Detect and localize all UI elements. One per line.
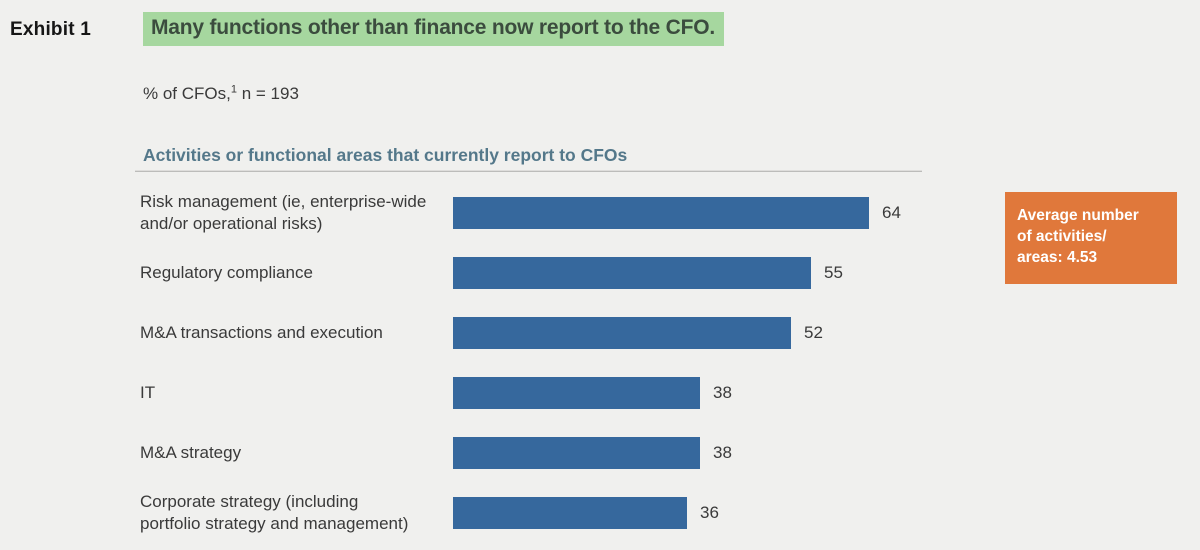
annotation-line: areas: 4.53 xyxy=(1017,249,1098,266)
chart-row: Corporate strategy (including portfolio s… xyxy=(0,483,1000,543)
bar-category-label: IT xyxy=(140,383,156,402)
axis-section-heading: Activities or functional areas that curr… xyxy=(143,145,628,165)
bar-chart: Risk management (ie, enterprise-wide and/… xyxy=(0,183,1000,543)
bar xyxy=(453,197,869,229)
bar xyxy=(453,317,791,349)
bar-value-label: 55 xyxy=(824,263,843,282)
sample-size-text: n = 193 xyxy=(236,84,299,103)
average-annotation-box: Average number of activities/areas: 4.53 xyxy=(1005,192,1177,284)
bar xyxy=(453,377,700,409)
bar-value-label: 38 xyxy=(713,383,732,402)
bar-category-label: Risk management (ie, enterprise-wide and/… xyxy=(140,192,427,233)
exhibit-label: Exhibit 1 xyxy=(10,19,91,40)
bar-area: 64 xyxy=(453,197,901,229)
chart-row: Risk management (ie, enterprise-wide and/… xyxy=(0,183,1000,243)
bar xyxy=(453,497,687,529)
annotation-line: Average number xyxy=(1017,207,1139,224)
chart-subtitle: % of CFOs,1 n = 193 xyxy=(143,84,299,104)
chart-row: IT 38 xyxy=(0,363,1000,423)
bar-area: 52 xyxy=(453,317,823,349)
bar-category-label: Regulatory compliance xyxy=(140,263,313,282)
bar-value-label: 36 xyxy=(700,503,719,522)
subtitle-text: % of CFOs, xyxy=(143,84,231,103)
chart-row: M&A transactions and execution 52 xyxy=(0,303,1000,363)
bar-area: 36 xyxy=(453,497,719,529)
bar-area: 55 xyxy=(453,257,843,289)
bar-category-label: M&A strategy xyxy=(140,443,242,462)
chart-row: M&A strategy 38 xyxy=(0,423,1000,483)
chart-row: Regulatory compliance 55 xyxy=(0,243,1000,303)
chart-title: Many functions other than finance now re… xyxy=(143,12,724,46)
bar xyxy=(453,437,700,469)
bar-category-label: Corporate strategy (including portfolio s… xyxy=(140,492,409,533)
bar-value-label: 64 xyxy=(882,203,901,222)
annotation-line: of activities/ xyxy=(1017,228,1107,245)
bar-category-label: M&A transactions and execution xyxy=(140,323,383,342)
heading-divider-line xyxy=(135,170,922,172)
bar-value-label: 38 xyxy=(713,443,732,462)
footnote-marker: 1 xyxy=(230,83,237,96)
bar-area: 38 xyxy=(453,377,732,409)
bar-chart-rows: Risk management (ie, enterprise-wide and/… xyxy=(0,183,1000,543)
bar-value-label: 52 xyxy=(804,323,823,342)
bar xyxy=(453,257,811,289)
bar-area: 38 xyxy=(453,437,732,469)
